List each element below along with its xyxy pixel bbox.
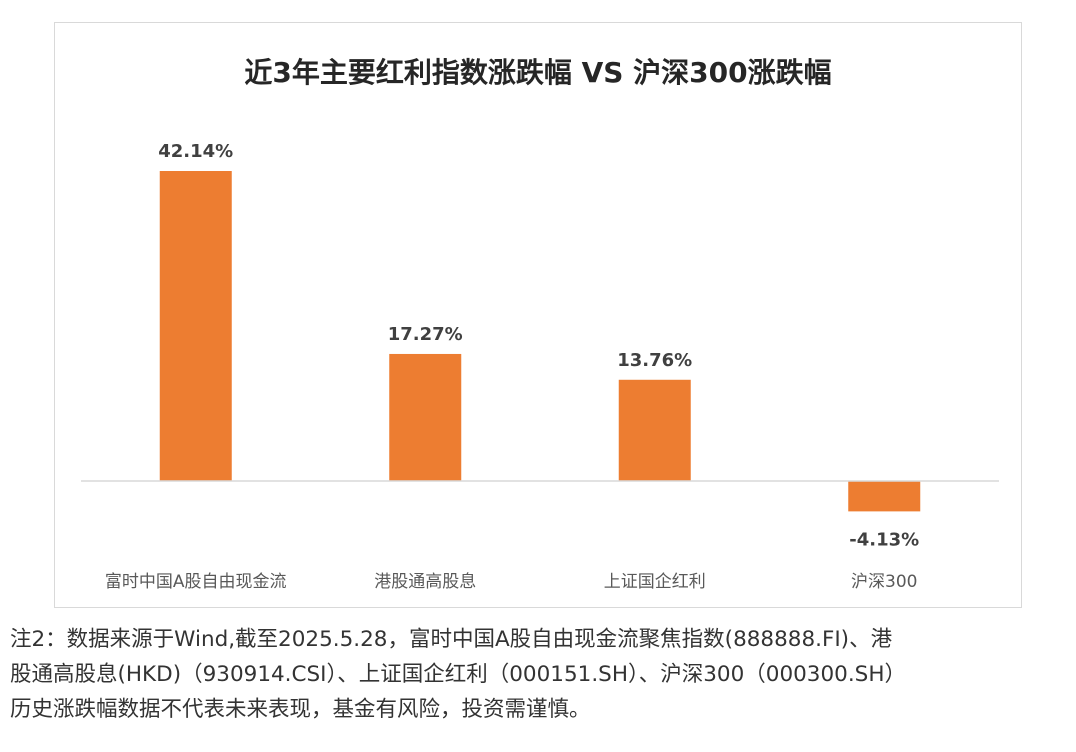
data-label: 42.14% (158, 141, 233, 162)
data-label: 17.27% (388, 324, 463, 345)
chart-frame: 近3年主要红利指数涨跌幅 VS 沪深300涨跌幅 42.14% 富时中国A股自由现… (54, 22, 1022, 608)
bar-chart-plot: 42.14% 富时中国A股自由现金流 17.27% 港股通高股息 13.76% 上证国企红… (81, 141, 999, 592)
footnote-line: 历史涨跌幅数据不代表未来表现，基金有风险，投资需谨慎。 (10, 697, 591, 722)
bar (848, 481, 921, 512)
bar (159, 171, 232, 481)
chart-title: 近3年主要红利指数涨跌幅 VS 沪深300涨跌幅 (244, 56, 832, 89)
bar (618, 379, 691, 481)
category-label: 富时中国A股自由现金流 (105, 572, 287, 592)
footnote: 注2：数据来源于Wind,截至2025.5.28，富时中国A股自由现金流聚焦指数… (10, 622, 1070, 727)
footnote-line: 注2：数据来源于Wind,截至2025.5.28，富时中国A股自由现金流聚焦指数… (10, 627, 893, 652)
footnote-line: 股通高股息(HKD)（930914.CSI）、上证国企红利（000151.SH）… (10, 662, 906, 687)
data-label: -4.13% (849, 529, 919, 550)
category-label: 沪深300 (851, 572, 917, 592)
category-label: 港股通高股息 (374, 572, 476, 592)
data-label: 13.76% (617, 350, 692, 371)
bar (389, 353, 462, 481)
category-label: 上证国企红利 (604, 572, 706, 592)
